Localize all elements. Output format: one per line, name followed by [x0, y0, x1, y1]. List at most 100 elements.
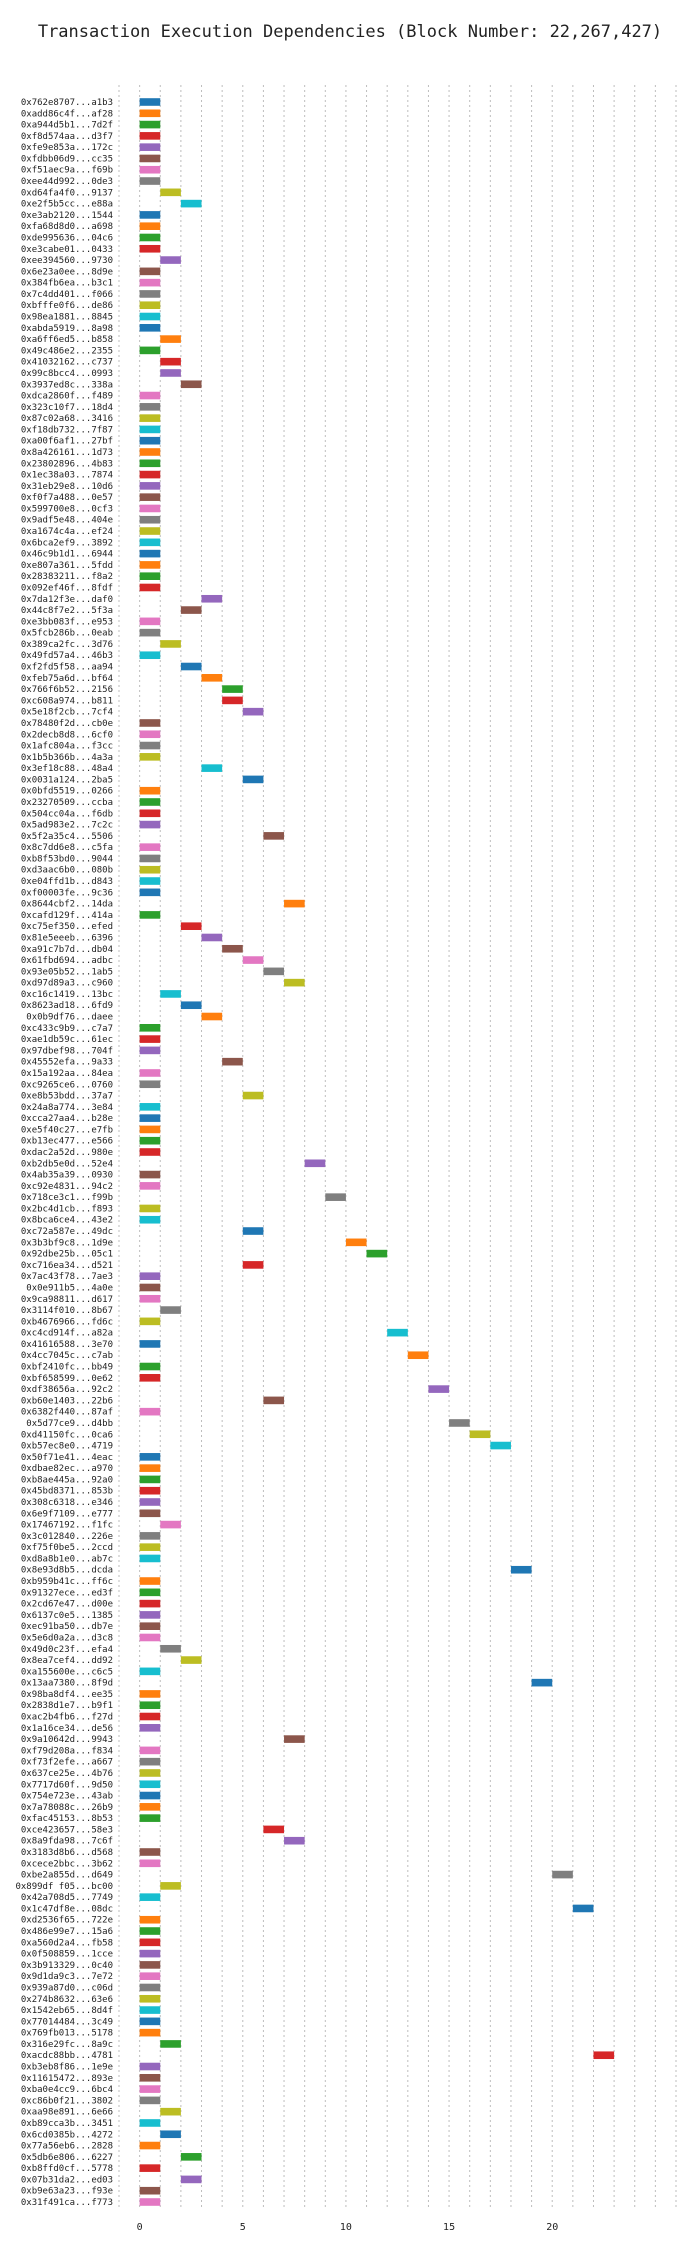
tx-bar	[139, 324, 161, 332]
tx-bar	[139, 1791, 161, 1800]
y-tick-label: 0x8a9fda98...7c6f	[21, 1837, 113, 1847]
tx-bar	[139, 278, 161, 287]
tx-bar	[160, 1644, 181, 1653]
y-tick-label: 0x6382f440...87af	[21, 1408, 113, 1418]
y-tick-label: 0x1c47df8e...08dc	[21, 1904, 113, 1914]
y-tick-label: 0xe3ab2120...1544	[21, 211, 113, 221]
tx-bar	[139, 730, 161, 739]
tx-bar	[222, 685, 243, 693]
tx-bar	[325, 1193, 346, 1201]
y-tick-label: 0xee394560...9730	[21, 256, 113, 266]
y-tick-label: 0xb3eb8f86...1e9e	[21, 2063, 113, 2073]
y-tick-label: 0xb57ec8e0...4719	[21, 1442, 113, 1452]
y-tick-label: 0xc716ea34...d521	[21, 1261, 113, 1271]
tx-bar	[139, 1125, 161, 1134]
tx-bar	[572, 1904, 594, 1913]
y-tick-label: 0xb9e63a23...f93e	[21, 2187, 113, 2197]
y-tick-label: 0xb60e1403...22b6	[21, 1396, 113, 1406]
tx-bar	[160, 640, 181, 648]
y-tick-label: 0xc92e4831...94c2	[21, 1182, 113, 1192]
tx-bar	[139, 1972, 161, 1980]
tx-bar	[201, 1012, 223, 1021]
y-tick-label: 0x61fbd694...adbc	[21, 956, 113, 966]
y-tick-label: 0xf18db732...7f87	[21, 425, 113, 435]
tx-bar	[407, 1351, 429, 1360]
tx-bar	[139, 165, 161, 174]
y-tick-label: 0x87c02a68...3416	[21, 414, 113, 424]
y-tick-label: 0x1b5b366b...4a3a	[21, 753, 113, 763]
y-tick-label: 0x4ab35a39...0930	[21, 1171, 113, 1181]
y-tick-label: 0x5fcb286b...0eab	[21, 629, 113, 639]
tx-bar	[139, 1317, 161, 1326]
x-tick-label: 5	[240, 2222, 246, 2233]
y-tick-label: 0xd97d89a3...c960	[21, 979, 113, 989]
tx-bar	[139, 403, 161, 411]
tx-bar	[345, 1238, 367, 1247]
tx-bar	[139, 267, 161, 276]
tx-bar	[263, 1825, 285, 1834]
tx-bar	[469, 1430, 491, 1439]
y-tick-label: 0xcca27aa4...b28e	[21, 1114, 113, 1124]
tx-bar	[139, 1204, 161, 1213]
tx-bar	[139, 414, 161, 422]
tx-bar	[201, 674, 223, 682]
y-tick-label: 0x23802896...4b83	[21, 459, 113, 469]
tx-bar	[242, 1261, 264, 1269]
y-tick-label: 0x316e29fc...8a9c	[21, 2040, 113, 2050]
y-tick-label: 0x0b9df76...daee	[26, 1013, 113, 1023]
tx-bar	[242, 775, 264, 784]
tx-bar	[139, 1035, 161, 1043]
tx-bar	[180, 606, 202, 614]
y-tick-label: 0x92dbe25b...05c1	[21, 1250, 113, 1260]
tx-bar	[139, 312, 161, 321]
tx-bar	[139, 1949, 161, 1958]
y-tick-label: 0x77a56eb6...2828	[21, 2142, 113, 2152]
tx-bar	[139, 391, 161, 400]
x-tick-label: 20	[546, 2222, 558, 2233]
y-tick-label: 0x17467192...f1fc	[21, 1521, 113, 1531]
y-tick-label: 0x4cc7045c...c7ab	[21, 1351, 113, 1361]
tx-bar	[139, 798, 161, 806]
tx-bar	[139, 1983, 161, 1992]
tx-bar	[139, 820, 161, 829]
bars	[139, 98, 615, 2206]
tx-bar	[139, 1283, 161, 1292]
tx-bar	[139, 2062, 161, 2071]
y-tick-label: 0xde995636...04c6	[21, 233, 113, 243]
tx-bar	[139, 1848, 161, 1856]
tx-bar	[139, 628, 161, 637]
tx-bar	[139, 1080, 161, 1089]
y-tick-label: 0xc433c9b9...c7a7	[21, 1024, 113, 1034]
y-tick-label: 0x23270509...ccba	[21, 798, 113, 808]
y-tick-label: 0xa155600e...c6c5	[21, 1667, 113, 1677]
y-tick-label: 0xb959b41c...ff6c	[21, 1577, 113, 1587]
tx-bar	[180, 2175, 202, 2184]
y-tick-label: 0xb2db5e0d...52e4	[21, 1159, 113, 1169]
tx-bar	[201, 594, 223, 603]
tx-bar	[139, 1622, 161, 1630]
y-tick-label: 0x8a426161...1d73	[21, 448, 113, 458]
y-tick-label: 0x384fb6ea...b3c1	[21, 279, 113, 289]
y-tick-label: 0x599700e8...0cf3	[21, 504, 113, 514]
tx-bar	[139, 2017, 161, 2026]
y-tick-label: 0xa91c7b7d...db04	[21, 945, 113, 955]
tx-bar	[428, 1385, 450, 1393]
tx-bar	[139, 1554, 161, 1563]
tx-bar	[139, 651, 161, 660]
y-tick-label: 0x8644cbf2...14da	[21, 900, 113, 910]
tx-bar	[139, 98, 161, 106]
tx-bar	[139, 843, 161, 851]
tx-bar	[449, 1419, 470, 1427]
tx-bar	[490, 1441, 511, 1450]
tx-bar	[160, 1882, 181, 1890]
y-tick-label: 0x78480f2d...cb0e	[21, 719, 113, 729]
y-tick-label: 0x0e911b5...4a0e	[26, 1283, 113, 1293]
tx-bar	[139, 211, 161, 219]
tx-bar	[139, 911, 161, 919]
tx-bar	[139, 154, 161, 163]
tx-bar	[139, 1724, 161, 1732]
tx-bar	[139, 448, 161, 456]
y-tick-label: 0x718ce3c1...f99b	[21, 1193, 113, 1203]
y-tick-label: 0x3114f010...8b67	[21, 1306, 113, 1316]
y-tick-label: 0x3ef18c88...48a4	[21, 764, 113, 774]
